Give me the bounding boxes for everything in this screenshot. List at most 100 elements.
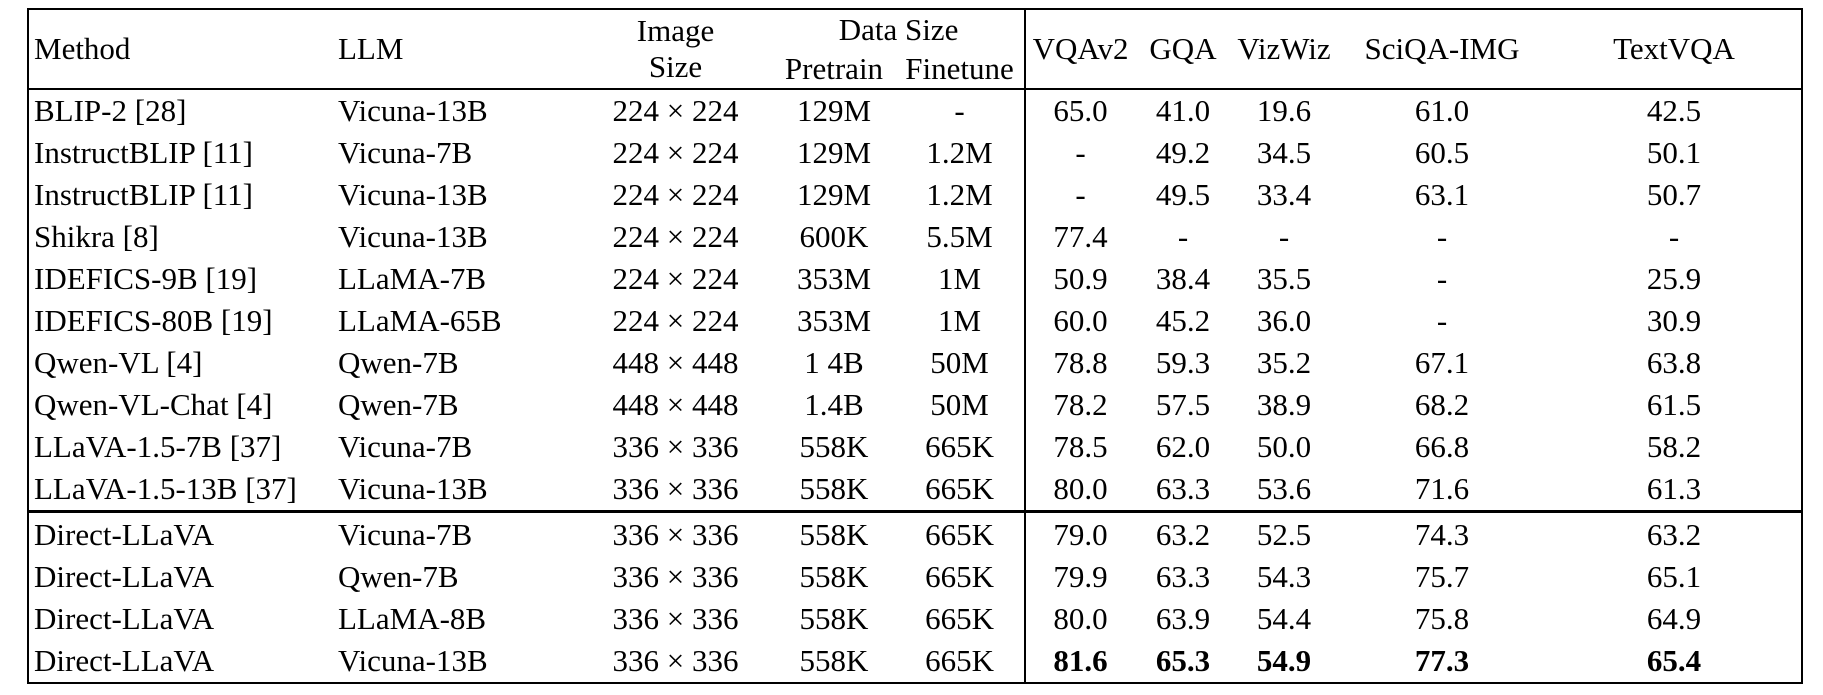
image-size-cell: 336 × 336 (612, 471, 739, 507)
method-cell: Qwen-VL-Chat [4] (34, 387, 273, 423)
llm-cell: Qwen-7B (338, 345, 459, 381)
score-cell: - (1177, 219, 1189, 255)
finetune-cell: 50M (930, 387, 989, 423)
table-row: Qwen-VL [4] Qwen-7B 448 × 448 1 4B 50M 78.8 59… (28, 342, 1802, 385)
pretrain-cell: 558K (799, 643, 869, 679)
score-cell: 63.8 (1646, 345, 1702, 381)
score-cell: 75.7 (1414, 558, 1470, 594)
pretrain-cell: 129M (796, 135, 872, 171)
pretrain-cell: 558K (799, 471, 869, 507)
score-cell: 68.2 (1414, 387, 1470, 423)
score-cell: 42.5 (1646, 93, 1702, 129)
score-cell: 57.5 (1155, 387, 1211, 423)
table-row: InstructBLIP [11] Vicuna-13B 224 × 224 129M… (28, 174, 1802, 217)
score-cell: 81.6 (1024, 639, 1136, 683)
table-row: Direct-LLaVA LLaMA-8B 336 × 336 558K 665K 80.… (28, 597, 1802, 640)
col-header-pretrain: Pretrain (773, 49, 895, 90)
method-cell: BLIP-2 [28] (34, 93, 187, 129)
score-cell: 19.6 (1256, 93, 1312, 129)
col-header-image-size-line2: Size (648, 49, 703, 84)
score-cell: 61.3 (1646, 471, 1702, 507)
image-size-cell: 224 × 224 (612, 135, 739, 171)
score-cell: 60.5 (1414, 135, 1470, 171)
score-cell: 35.2 (1256, 345, 1312, 381)
llm-cell: Vicuna-13B (338, 471, 488, 507)
col-header-finetune: Finetune (895, 49, 1026, 90)
col-header-vqav2: VQAv2 (1024, 9, 1136, 90)
score-cell: 78.2 (1024, 384, 1136, 427)
finetune-cell: 1.2M (926, 177, 993, 213)
score-cell: - (1278, 219, 1290, 255)
finetune-cell: 1M (937, 303, 982, 339)
score-cell: 79.0 (1024, 510, 1136, 556)
score-cell: 64.9 (1646, 600, 1702, 636)
col-header-textvqa: TextVQA (1547, 9, 1803, 90)
image-size-cell: 224 × 224 (612, 219, 739, 255)
score-cell: 54.9 (1256, 643, 1312, 679)
results-table: Method LLM Image Size Data Size VQAv2 GQ… (27, 8, 1804, 684)
method-cell: LLaVA-1.5-7B [37] (34, 429, 282, 465)
score-cell: 49.2 (1155, 135, 1211, 171)
table-header: Method LLM Image Size Data Size VQAv2 GQ… (28, 9, 1803, 90)
score-cell: - (1436, 303, 1448, 339)
score-cell: 34.5 (1256, 135, 1312, 171)
method-cell: Direct-LLaVA (34, 558, 215, 594)
finetune-cell: 5.5M (926, 219, 993, 255)
table-body: BLIP-2 [28] Vicuna-13B 224 × 224 129M -65.0 4… (28, 89, 1803, 683)
col-header-image-size-line1: Image (636, 13, 715, 49)
score-cell: 71.6 (1414, 471, 1470, 507)
col-header-llm: LLM (333, 9, 578, 90)
pretrain-cell: 129M (796, 177, 872, 213)
method-cell: Direct-LLaVA (34, 643, 215, 679)
method-cell: Direct-LLaVA (34, 600, 215, 636)
score-cell: 66.8 (1414, 429, 1470, 465)
score-cell: 79.9 (1024, 555, 1136, 598)
pretrain-cell: 558K (773, 510, 895, 556)
image-size-cell: 448 × 448 (612, 345, 739, 381)
finetune-cell: 665K (895, 510, 1026, 556)
score-cell: 36.0 (1256, 303, 1312, 339)
finetune-cell: 665K (925, 471, 994, 507)
pretrain-cell: 1 4B (804, 345, 864, 381)
score-cell: 50.7 (1646, 177, 1702, 213)
llm-cell: LLaMA-7B (338, 261, 487, 297)
method-cell: IDEFICS-80B [19] (34, 303, 273, 339)
table-row: Shikra [8] Vicuna-13B 224 × 224 600K 5.5M 77.… (28, 216, 1802, 259)
table-row: LLaVA-1.5-7B [37] Vicuna-7B 336 × 336 558K 6… (28, 426, 1802, 469)
finetune-cell: 1.2M (926, 135, 993, 171)
finetune-cell: 665K (925, 643, 994, 679)
score-cell: 78.8 (1024, 342, 1136, 385)
llm-cell: Vicuna-13B (338, 177, 488, 213)
score-cell: - (1024, 132, 1136, 175)
finetune-cell: 50M (930, 345, 989, 381)
table-row: IDEFICS-80B [19] LLaMA-65B 224 × 224 353M 1M… (28, 300, 1802, 343)
score-cell: 65.1 (1646, 558, 1702, 594)
score-cell: 38.9 (1256, 387, 1312, 423)
header-row-1: Method LLM Image Size Data Size VQAv2 GQ… (28, 9, 1803, 90)
llm-cell: Vicuna-13B (338, 643, 488, 679)
llm-cell: LLaMA-8B (338, 600, 487, 636)
score-cell: - (1436, 219, 1448, 255)
score-cell: 80.0 (1024, 468, 1136, 512)
score-cell: 50.9 (1024, 258, 1136, 301)
image-size-cell: 336 × 336 (612, 558, 739, 594)
score-cell: 65.3 (1155, 643, 1211, 679)
table-row: LLaVA-1.5-13B [37] Vicuna-13B 336 × 336 558… (28, 468, 1802, 512)
score-cell: 50.0 (1256, 429, 1312, 465)
table-row: BLIP-2 [28] Vicuna-13B 224 × 224 129M - 65.0 4… (28, 89, 1802, 133)
score-cell: 63.1 (1414, 177, 1470, 213)
finetune-cell: 665K (925, 558, 994, 594)
score-cell: 53.6 (1256, 471, 1312, 507)
llm-cell: Vicuna-13B (338, 93, 488, 129)
score-cell: 38.4 (1155, 261, 1211, 297)
score-cell: 61.0 (1414, 93, 1470, 129)
image-size-cell: 336 × 336 (612, 600, 739, 636)
image-size-cell: 224 × 224 (612, 303, 739, 339)
score-cell: - (1436, 261, 1448, 297)
score-cell: 62.0 (1155, 429, 1211, 465)
llm-cell: Vicuna-7B (338, 135, 473, 171)
llm-cell: Vicuna-7B (338, 429, 473, 465)
llm-cell: Vicuna-7B (333, 510, 578, 556)
score-cell: 63.2 (1135, 510, 1232, 556)
